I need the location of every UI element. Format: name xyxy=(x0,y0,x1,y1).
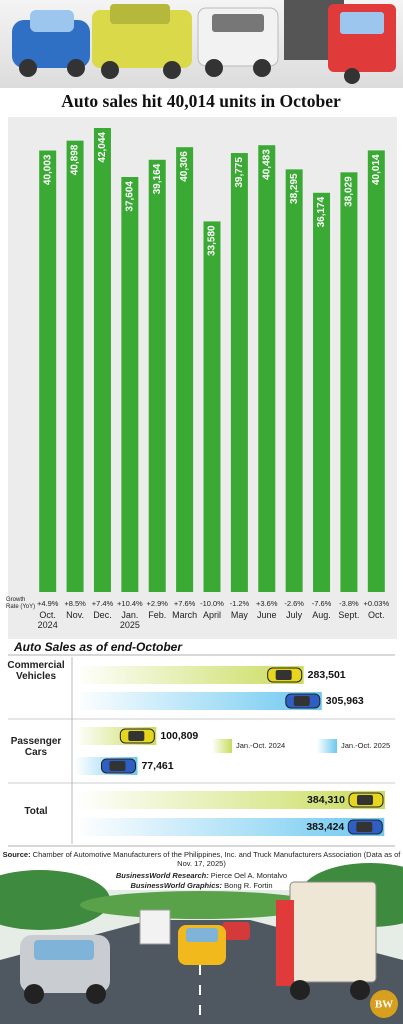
graphics-label: BusinessWorld Graphics: xyxy=(130,881,223,890)
legend-swatch xyxy=(212,739,232,753)
value-label: 37,604 xyxy=(124,181,135,212)
bar xyxy=(39,150,57,592)
car-window xyxy=(356,822,373,832)
x-tick-label: Sept. xyxy=(338,610,360,620)
x-tick-label: Nov. xyxy=(66,610,84,620)
value-label: 383,424 xyxy=(306,821,344,833)
research-name: Pierce Oel A. Montalvo xyxy=(210,871,288,880)
value-label: 40,306 xyxy=(179,151,190,182)
x-tick-label: Feb. xyxy=(148,610,167,620)
chart-title: Auto sales hit 40,014 units in October xyxy=(61,91,341,111)
growth-rate-label: Growth Rate (YoY) xyxy=(6,597,36,610)
chart-panel xyxy=(8,117,397,639)
value-label: 33,580 xyxy=(207,225,218,256)
car-window xyxy=(109,761,126,771)
bar xyxy=(75,692,322,710)
value-label: 38,029 xyxy=(344,176,355,207)
x-tick-label: May xyxy=(230,610,248,620)
growth-rate: +0.03% xyxy=(363,599,389,608)
growth-rate: +10.4% xyxy=(117,599,143,608)
research-label: BusinessWorld Research: xyxy=(115,871,209,880)
legend-label: Jan.-Oct. 2024 xyxy=(236,741,285,750)
bar xyxy=(93,128,111,592)
value-label: 36,174 xyxy=(316,196,327,227)
bar xyxy=(66,140,84,592)
graphics-name: Bong R. Fortin xyxy=(224,881,273,890)
source-note: Source: Chamber of Automotive Manufactur… xyxy=(0,850,403,869)
bar xyxy=(313,192,331,592)
logo: BW xyxy=(375,999,393,1011)
value-label: 42,044 xyxy=(97,132,108,163)
growth-rate: +2.9% xyxy=(146,599,168,608)
growth-rate: +7.4% xyxy=(92,599,114,608)
value-label: 100,809 xyxy=(160,730,198,742)
value-label: 384,310 xyxy=(307,794,345,806)
bar xyxy=(285,169,303,592)
x-tick-label: April xyxy=(202,610,221,620)
x-tick-label: Aug. xyxy=(312,610,331,620)
bar xyxy=(121,177,139,592)
graphics-credit: BusinessWorld Graphics: Bong R. Fortin xyxy=(0,881,403,890)
x-tick-label: Oct. xyxy=(368,610,385,620)
bar xyxy=(176,147,194,592)
growth-rate: +8.5% xyxy=(64,599,86,608)
x-tick-label: Jan. 2025 xyxy=(119,610,140,630)
legend-label: Jan.-Oct. 2025 xyxy=(341,741,390,750)
x-tick-label: July xyxy=(286,610,303,620)
category-label: Commercial Vehicles xyxy=(7,660,65,682)
growth-rate: -7.6% xyxy=(312,599,332,608)
section-title: Auto Sales as of end-October xyxy=(13,640,183,654)
value-label: 283,501 xyxy=(308,669,346,681)
car-window xyxy=(128,731,145,741)
car-window xyxy=(275,670,292,680)
source-text: Chamber of Automotive Manufacturers of t… xyxy=(32,850,401,869)
x-tick-label: Oct. 2024 xyxy=(37,610,58,630)
growth-rate: +3.6% xyxy=(256,599,278,608)
category-label: Total xyxy=(24,806,48,817)
bar xyxy=(75,791,385,809)
bar xyxy=(75,818,385,836)
x-tick-label: June xyxy=(257,610,277,620)
growth-rate: -2.6% xyxy=(284,599,304,608)
bar xyxy=(230,153,248,592)
bar xyxy=(367,150,385,592)
value-label: 39,164 xyxy=(152,163,163,194)
growth-rate: -10.0% xyxy=(200,599,224,608)
value-label: 40,003 xyxy=(42,154,53,185)
research-credit: BusinessWorld Research: Pierce Oel A. Mo… xyxy=(0,871,403,880)
value-label: 40,898 xyxy=(70,144,81,175)
value-label: 38,295 xyxy=(289,173,300,204)
header-cars xyxy=(12,0,396,84)
bar xyxy=(75,666,304,684)
bar xyxy=(148,159,166,592)
value-label: 305,963 xyxy=(326,695,364,707)
x-tick-label: Dec. xyxy=(93,610,112,620)
growth-rate: -3.8% xyxy=(339,599,359,608)
car-window xyxy=(293,696,310,706)
growth-rate: +7.6% xyxy=(174,599,196,608)
category-label: Passenger Cars xyxy=(10,736,62,758)
bar xyxy=(203,221,221,593)
growth-rate: -1.2% xyxy=(230,599,250,608)
value-label: 39,775 xyxy=(234,157,245,188)
value-label: 40,483 xyxy=(261,149,272,180)
bar xyxy=(340,172,358,593)
x-tick-label: March xyxy=(172,610,198,620)
road-scene xyxy=(0,863,403,1024)
car-window xyxy=(357,795,373,805)
legend-swatch xyxy=(317,739,337,753)
source-label: Source: xyxy=(2,850,31,859)
value-label: 40,014 xyxy=(371,154,382,185)
bar xyxy=(258,145,276,592)
growth-rate: +4.9% xyxy=(37,599,59,608)
value-label: 77,461 xyxy=(141,760,173,772)
